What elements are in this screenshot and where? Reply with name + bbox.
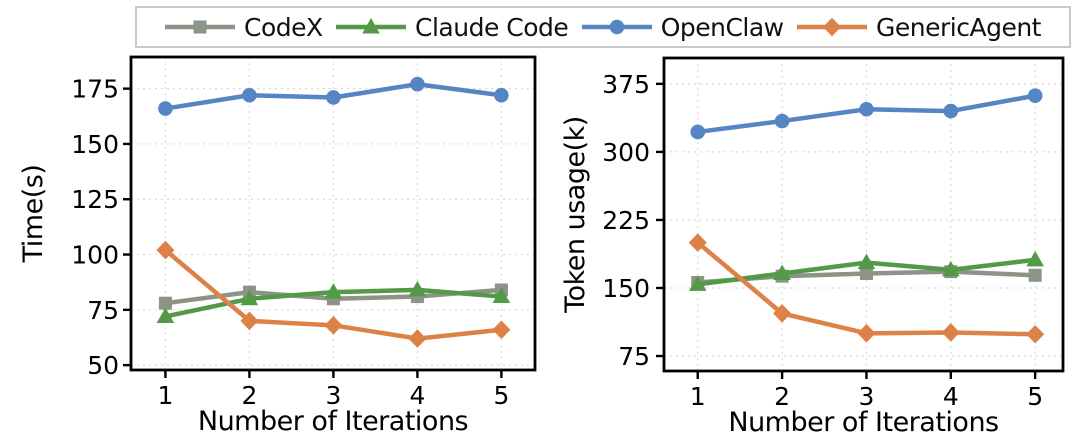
- y-axis-label: Token usage(k): [560, 116, 591, 314]
- x-tick-label: 5: [1027, 382, 1043, 411]
- y-axis-label: Time(s): [18, 165, 49, 264]
- chart-token-usage-k-: 1 2 3 4 5 75 150 225 300 375 Number of Iterations T…: [560, 56, 1065, 438]
- y-tick-label: 175: [71, 75, 119, 104]
- square-marker-icon: [165, 20, 235, 34]
- circle-markers: [158, 76, 509, 116]
- ticks: [656, 82, 1037, 379]
- x-tick-label: 3: [858, 382, 874, 411]
- circle-markers: [690, 88, 1043, 140]
- circle-marker-icon: [581, 19, 652, 35]
- y-tick-label: 375: [602, 70, 650, 99]
- triangle-markers: [688, 250, 1044, 291]
- triangle-marker-icon: [336, 18, 407, 34]
- legend-label-claude-code: Claude Code: [415, 12, 569, 42]
- triangle-markers: [156, 280, 511, 323]
- gridlines: [131, 57, 535, 370]
- x-tick-label: 2: [241, 381, 257, 410]
- legend-label-codex: CodeX: [244, 12, 323, 42]
- diamond-markers: [688, 233, 1045, 344]
- x-tick-label: 1: [690, 382, 706, 411]
- y-tick-label: 150: [602, 274, 650, 303]
- legend-label-genericagent: GenericAgent: [876, 12, 1041, 42]
- x-tick-label: 5: [493, 381, 509, 410]
- x-tick-label: 4: [409, 381, 425, 410]
- tick-labels: 1 2 3 4 5 50 75 100 125 150 175: [71, 75, 509, 410]
- series-claude-code: [156, 280, 511, 323]
- legend-item-genericagent: GenericAgent: [797, 13, 1041, 42]
- series-openclaw: [158, 76, 509, 116]
- chart-time-s-: 1 2 3 4 5 50 75 100 125 150 175 Number of Iteration…: [18, 55, 537, 437]
- x-tick-label: 3: [325, 381, 341, 410]
- y-tick-label: 50: [87, 351, 119, 380]
- tick-labels: 1 2 3 4 5 75 150 225 300 375: [602, 70, 1043, 411]
- ticks: [123, 87, 503, 378]
- legend-item-claude-code: Claude Code: [336, 12, 569, 42]
- legend-label-openclaw: OpenClaw: [660, 12, 784, 42]
- diamond-marker-icon: [797, 17, 868, 37]
- diamond-markers: [156, 240, 511, 348]
- gridlines: [664, 58, 1063, 371]
- legend: CodeX Claude Code OpenClaw GenericAgent: [135, 6, 1071, 48]
- y-tick-label: 150: [71, 130, 119, 159]
- x-tick-label: 4: [943, 382, 959, 411]
- series-genericagent: [688, 233, 1045, 344]
- y-tick-label: 75: [618, 342, 650, 371]
- x-axis-label: Number of Iterations: [198, 406, 468, 437]
- y-tick-label: 300: [602, 138, 650, 167]
- y-tick-label: 225: [602, 206, 650, 235]
- axes-spines: [662, 56, 1065, 373]
- legend-item-openclaw: OpenClaw: [581, 12, 784, 42]
- x-tick-label: 1: [157, 381, 173, 410]
- legend-item-codex: CodeX: [165, 13, 323, 42]
- y-tick-label: 125: [71, 185, 119, 214]
- x-tick-label: 2: [774, 382, 790, 411]
- series-openclaw: [690, 88, 1043, 140]
- y-tick-label: 100: [71, 241, 119, 270]
- y-tick-label: 75: [87, 296, 119, 325]
- series-genericagent: [156, 240, 511, 348]
- x-axis-label: Number of Iterations: [728, 407, 998, 438]
- series-claude-code: [688, 250, 1044, 291]
